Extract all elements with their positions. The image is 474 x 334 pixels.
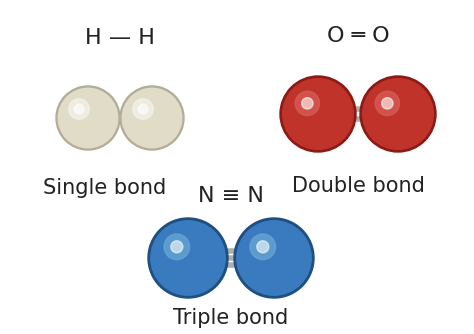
Text: Triple bond: Triple bond: [173, 308, 289, 328]
Circle shape: [283, 79, 353, 149]
Circle shape: [360, 76, 436, 152]
Circle shape: [138, 104, 148, 114]
Text: N ≡ N: N ≡ N: [198, 186, 264, 206]
Circle shape: [363, 79, 433, 149]
Circle shape: [237, 221, 311, 295]
Circle shape: [58, 88, 118, 148]
Circle shape: [122, 88, 182, 148]
Circle shape: [250, 234, 275, 260]
Circle shape: [148, 218, 228, 298]
Circle shape: [120, 86, 184, 150]
Circle shape: [280, 76, 356, 152]
Circle shape: [56, 86, 120, 150]
Circle shape: [257, 241, 269, 253]
Circle shape: [69, 99, 89, 119]
Circle shape: [295, 91, 319, 116]
Text: Double bond: Double bond: [292, 176, 424, 196]
Circle shape: [133, 99, 153, 119]
Circle shape: [382, 98, 393, 109]
Circle shape: [234, 218, 314, 298]
Text: H — H: H — H: [85, 28, 155, 48]
Circle shape: [151, 221, 225, 295]
Text: Single bond: Single bond: [44, 178, 167, 198]
Circle shape: [171, 241, 183, 253]
Text: O ═ O: O ═ O: [327, 26, 389, 46]
Circle shape: [301, 98, 313, 109]
Circle shape: [375, 91, 400, 116]
Circle shape: [74, 104, 84, 114]
Circle shape: [164, 234, 190, 260]
